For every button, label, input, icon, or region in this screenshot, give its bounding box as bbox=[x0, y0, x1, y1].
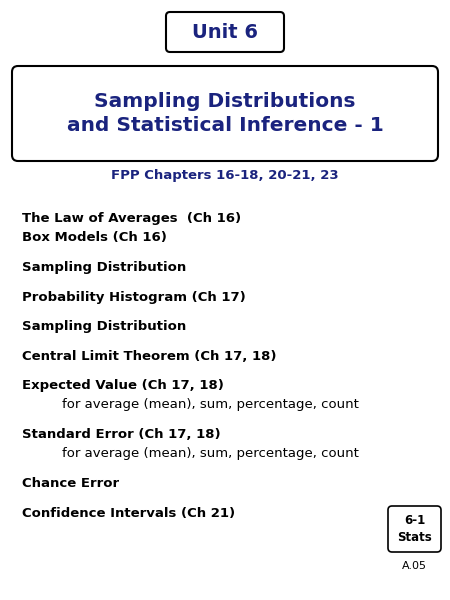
Text: Sampling Distribution: Sampling Distribution bbox=[22, 320, 186, 333]
FancyBboxPatch shape bbox=[166, 12, 284, 52]
Text: Chance Error: Chance Error bbox=[22, 477, 119, 490]
Text: Unit 6: Unit 6 bbox=[192, 22, 258, 41]
Text: 6-1: 6-1 bbox=[404, 514, 425, 527]
Text: Central Limit Theorem (Ch 17, 18): Central Limit Theorem (Ch 17, 18) bbox=[22, 349, 276, 362]
Text: Box Models (Ch 16): Box Models (Ch 16) bbox=[22, 232, 167, 245]
Text: FPP Chapters 16-18, 20-21, 23: FPP Chapters 16-18, 20-21, 23 bbox=[111, 169, 339, 181]
Text: for average (mean), sum, percentage, count: for average (mean), sum, percentage, cou… bbox=[45, 448, 359, 461]
Text: Standard Error (Ch 17, 18): Standard Error (Ch 17, 18) bbox=[22, 428, 220, 441]
Text: The Law of Averages  (Ch 16): The Law of Averages (Ch 16) bbox=[22, 212, 241, 225]
Text: Probability Histogram (Ch 17): Probability Histogram (Ch 17) bbox=[22, 290, 246, 304]
Text: for average (mean), sum, percentage, count: for average (mean), sum, percentage, cou… bbox=[45, 398, 359, 412]
Text: A.05: A.05 bbox=[402, 561, 427, 571]
Text: Sampling Distribution: Sampling Distribution bbox=[22, 261, 186, 274]
Text: Expected Value (Ch 17, 18): Expected Value (Ch 17, 18) bbox=[22, 379, 224, 392]
Text: Confidence Intervals (Ch 21): Confidence Intervals (Ch 21) bbox=[22, 506, 235, 520]
FancyBboxPatch shape bbox=[388, 506, 441, 552]
Text: Stats: Stats bbox=[397, 531, 432, 544]
Text: Sampling Distributions
and Statistical Inference - 1: Sampling Distributions and Statistical I… bbox=[67, 92, 383, 135]
FancyBboxPatch shape bbox=[12, 66, 438, 161]
